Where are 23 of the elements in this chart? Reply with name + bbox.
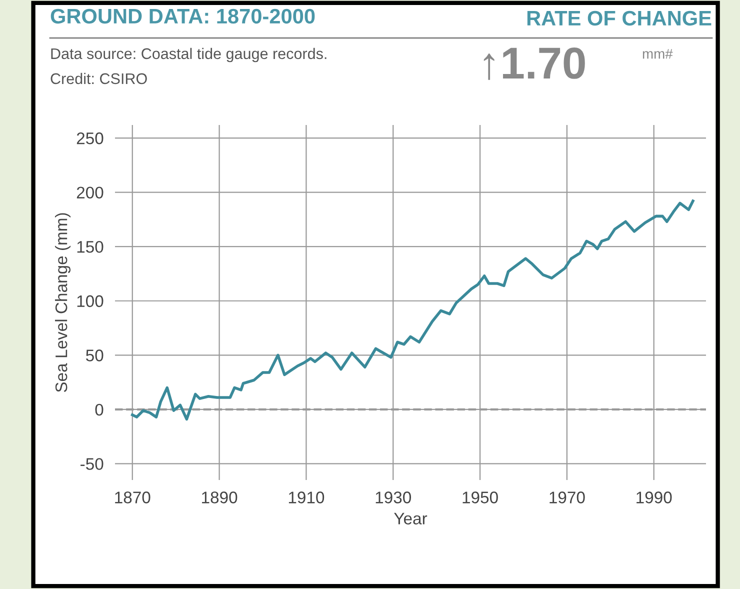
y-axis-title: Sea Level Change (mm) xyxy=(54,213,71,392)
y-tick-label: 200 xyxy=(76,186,104,199)
x-tick-label: 1990 xyxy=(636,492,672,504)
text: ↑1.70 xyxy=(484,47,585,80)
x-tick-label: 1910 xyxy=(288,492,324,504)
text: mm# xyxy=(642,49,673,59)
x-tick-label: 1970 xyxy=(550,492,585,504)
x-tick-label: 1930 xyxy=(376,492,412,504)
y-tick-label: 50 xyxy=(86,350,104,362)
y-tick-label: -50 xyxy=(80,458,104,470)
source-note: Data source: Coastal tide gauge records. xyxy=(51,48,326,62)
y-tick-label: 100 xyxy=(77,295,104,308)
x-tick-label: 1950 xyxy=(462,492,498,504)
line-series xyxy=(130,200,694,421)
x-tick-label: 1890 xyxy=(202,492,238,504)
y-tick-label: 250 xyxy=(76,132,104,144)
text: Credit: CSIRO xyxy=(50,72,147,84)
text: RATE OF CHANGE xyxy=(527,10,712,26)
chart-title: GROUND DATA: 1870-2000 xyxy=(50,8,315,24)
y-tick-label: 0 xyxy=(95,404,104,416)
x-axis-title: Year xyxy=(394,512,428,524)
x-tick-label: 1870 xyxy=(115,492,150,504)
y-tick-label: 150 xyxy=(77,240,104,253)
